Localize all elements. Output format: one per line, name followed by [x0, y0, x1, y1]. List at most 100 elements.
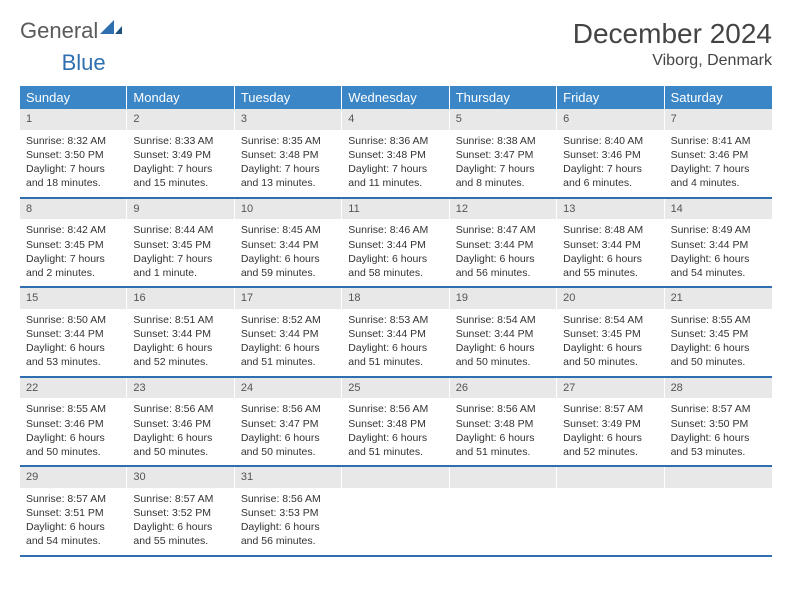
day-body: Sunrise: 8:54 AMSunset: 3:45 PMDaylight:…: [557, 309, 664, 376]
day-body: Sunrise: 8:48 AMSunset: 3:44 PMDaylight:…: [557, 219, 664, 286]
day-header: Tuesday: [235, 86, 342, 109]
sunrise-line: Sunrise: 8:41 AM: [671, 134, 766, 148]
daylight-line: Daylight: 6 hours and 55 minutes.: [563, 252, 658, 280]
empty-cell: .: [342, 467, 449, 555]
day-cell: 16Sunrise: 8:51 AMSunset: 3:44 PMDayligh…: [127, 288, 234, 376]
daylight-line: Daylight: 6 hours and 54 minutes.: [26, 520, 121, 548]
daylight-line: Daylight: 6 hours and 51 minutes.: [348, 341, 443, 369]
sunrise-line: Sunrise: 8:50 AM: [26, 313, 121, 327]
brand-text-1: General: [20, 18, 98, 44]
day-body: Sunrise: 8:38 AMSunset: 3:47 PMDaylight:…: [450, 130, 557, 197]
sunset-line: Sunset: 3:44 PM: [241, 327, 336, 341]
daylight-line: Daylight: 7 hours and 18 minutes.: [26, 162, 121, 190]
brand-logo: General: [20, 18, 122, 44]
sunrise-line: Sunrise: 8:55 AM: [671, 313, 766, 327]
sunrise-line: Sunrise: 8:54 AM: [456, 313, 551, 327]
day-body: Sunrise: 8:56 AMSunset: 3:46 PMDaylight:…: [127, 398, 234, 465]
daylight-line: Daylight: 7 hours and 8 minutes.: [456, 162, 551, 190]
week-row: 15Sunrise: 8:50 AMSunset: 3:44 PMDayligh…: [20, 288, 772, 378]
sunrise-line: Sunrise: 8:40 AM: [563, 134, 658, 148]
day-number: 15: [20, 288, 127, 309]
sunrise-line: Sunrise: 8:57 AM: [671, 402, 766, 416]
day-cell: 1Sunrise: 8:32 AMSunset: 3:50 PMDaylight…: [20, 109, 127, 197]
sunrise-line: Sunrise: 8:52 AM: [241, 313, 336, 327]
day-body: Sunrise: 8:42 AMSunset: 3:45 PMDaylight:…: [20, 219, 127, 286]
sunset-line: Sunset: 3:50 PM: [26, 148, 121, 162]
empty-cell: .: [450, 467, 557, 555]
sunrise-line: Sunrise: 8:35 AM: [241, 134, 336, 148]
day-cell: 12 Sunrise: 8:47 AMSunset: 3:44 PMDayligh…: [450, 199, 557, 287]
day-body: Sunrise: 8:57 AMSunset: 3:49 PMDaylight:…: [557, 398, 664, 465]
daylight-line: Daylight: 7 hours and 11 minutes.: [348, 162, 443, 190]
day-number: 1: [20, 109, 127, 130]
sunset-line: Sunset: 3:52 PM: [133, 506, 228, 520]
day-body: Sunrise: 8:56 AMSunset: 3:48 PMDaylight:…: [450, 398, 557, 465]
day-number: 30: [127, 467, 234, 488]
day-body: Sunrise: 8:56 AMSunset: 3:53 PMDaylight:…: [235, 488, 342, 555]
day-number: 8: [20, 199, 127, 220]
sunrise-line: Sunrise: 8:42 AM: [26, 223, 121, 237]
daylight-line: Daylight: 7 hours and 15 minutes.: [133, 162, 228, 190]
daylight-line: Daylight: 7 hours and 13 minutes.: [241, 162, 336, 190]
day-number: 4: [342, 109, 449, 130]
sunrise-line: Sunrise: 8:56 AM: [241, 492, 336, 506]
sunset-line: Sunset: 3:46 PM: [133, 417, 228, 431]
day-number: 6: [557, 109, 664, 130]
sunset-line: Sunset: 3:45 PM: [671, 327, 766, 341]
sunrise-line: Sunrise: 8:56 AM: [348, 402, 443, 416]
sunset-line: Sunset: 3:44 PM: [348, 327, 443, 341]
sunset-line: Sunset: 3:44 PM: [26, 327, 121, 341]
day-cell: 9Sunrise: 8:44 AMSunset: 3:45 PMDaylight…: [127, 199, 234, 287]
daylight-line: Daylight: 6 hours and 55 minutes.: [133, 520, 228, 548]
day-body: Sunrise: 8:41 AMSunset: 3:46 PMDaylight:…: [665, 130, 772, 197]
day-number: 5: [450, 109, 557, 130]
sunset-line: Sunset: 3:47 PM: [241, 417, 336, 431]
logo-icon: [100, 18, 122, 44]
day-cell: 5Sunrise: 8:38 AMSunset: 3:47 PMDaylight…: [450, 109, 557, 197]
day-number: 14: [665, 199, 772, 220]
day-body: Sunrise: 8:55 AMSunset: 3:45 PMDaylight:…: [665, 309, 772, 376]
sunset-line: Sunset: 3:44 PM: [456, 238, 551, 252]
day-body: Sunrise: 8:52 AMSunset: 3:44 PMDaylight:…: [235, 309, 342, 376]
day-number: 12: [450, 199, 557, 220]
daylight-line: Daylight: 6 hours and 56 minutes.: [241, 520, 336, 548]
day-body: Sunrise: 8:55 AMSunset: 3:46 PMDaylight:…: [20, 398, 127, 465]
sunrise-line: Sunrise: 8:57 AM: [563, 402, 658, 416]
sunset-line: Sunset: 3:49 PM: [133, 148, 228, 162]
day-number: 10: [235, 199, 342, 220]
sunset-line: Sunset: 3:44 PM: [671, 238, 766, 252]
sunset-line: Sunset: 3:44 PM: [456, 327, 551, 341]
day-cell: 4Sunrise: 8:36 AMSunset: 3:48 PMDaylight…: [342, 109, 449, 197]
day-header: Thursday: [450, 86, 557, 109]
day-number: .: [450, 467, 557, 488]
sunset-line: Sunset: 3:48 PM: [348, 417, 443, 431]
sunrise-line: Sunrise: 8:48 AM: [563, 223, 658, 237]
calendar-day-headers: SundayMondayTuesdayWednesdayThursdayFrid…: [20, 86, 772, 109]
day-number: 13: [557, 199, 664, 220]
week-row: 1Sunrise: 8:32 AMSunset: 3:50 PMDaylight…: [20, 109, 772, 199]
sunrise-line: Sunrise: 8:47 AM: [456, 223, 551, 237]
day-body: Sunrise: 8:32 AMSunset: 3:50 PMDaylight:…: [20, 130, 127, 197]
day-cell: 22Sunrise: 8:55 AMSunset: 3:46 PMDayligh…: [20, 378, 127, 466]
day-body: Sunrise: 8:56 AMSunset: 3:47 PMDaylight:…: [235, 398, 342, 465]
day-number: 9: [127, 199, 234, 220]
daylight-line: Daylight: 6 hours and 53 minutes.: [26, 341, 121, 369]
day-cell: 19Sunrise: 8:54 AMSunset: 3:44 PMDayligh…: [450, 288, 557, 376]
day-number: 21: [665, 288, 772, 309]
daylight-line: Daylight: 6 hours and 56 minutes.: [456, 252, 551, 280]
daylight-line: Daylight: 6 hours and 50 minutes.: [241, 431, 336, 459]
day-body: Sunrise: 8:57 AMSunset: 3:52 PMDaylight:…: [127, 488, 234, 555]
day-body: Sunrise: 8:33 AMSunset: 3:49 PMDaylight:…: [127, 130, 234, 197]
day-header: Wednesday: [342, 86, 449, 109]
day-cell: 2Sunrise: 8:33 AMSunset: 3:49 PMDaylight…: [127, 109, 234, 197]
week-row: 8Sunrise: 8:42 AMSunset: 3:45 PMDaylight…: [20, 199, 772, 289]
daylight-line: Daylight: 6 hours and 51 minutes.: [456, 431, 551, 459]
day-cell: 17Sunrise: 8:52 AMSunset: 3:44 PMDayligh…: [235, 288, 342, 376]
page-title: December 2024: [573, 18, 772, 50]
day-number: 18: [342, 288, 449, 309]
day-number: 24: [235, 378, 342, 399]
sunset-line: Sunset: 3:53 PM: [241, 506, 336, 520]
sunset-line: Sunset: 3:44 PM: [133, 327, 228, 341]
day-cell: 11Sunrise: 8:46 AMSunset: 3:44 PMDayligh…: [342, 199, 449, 287]
daylight-line: Daylight: 6 hours and 59 minutes.: [241, 252, 336, 280]
